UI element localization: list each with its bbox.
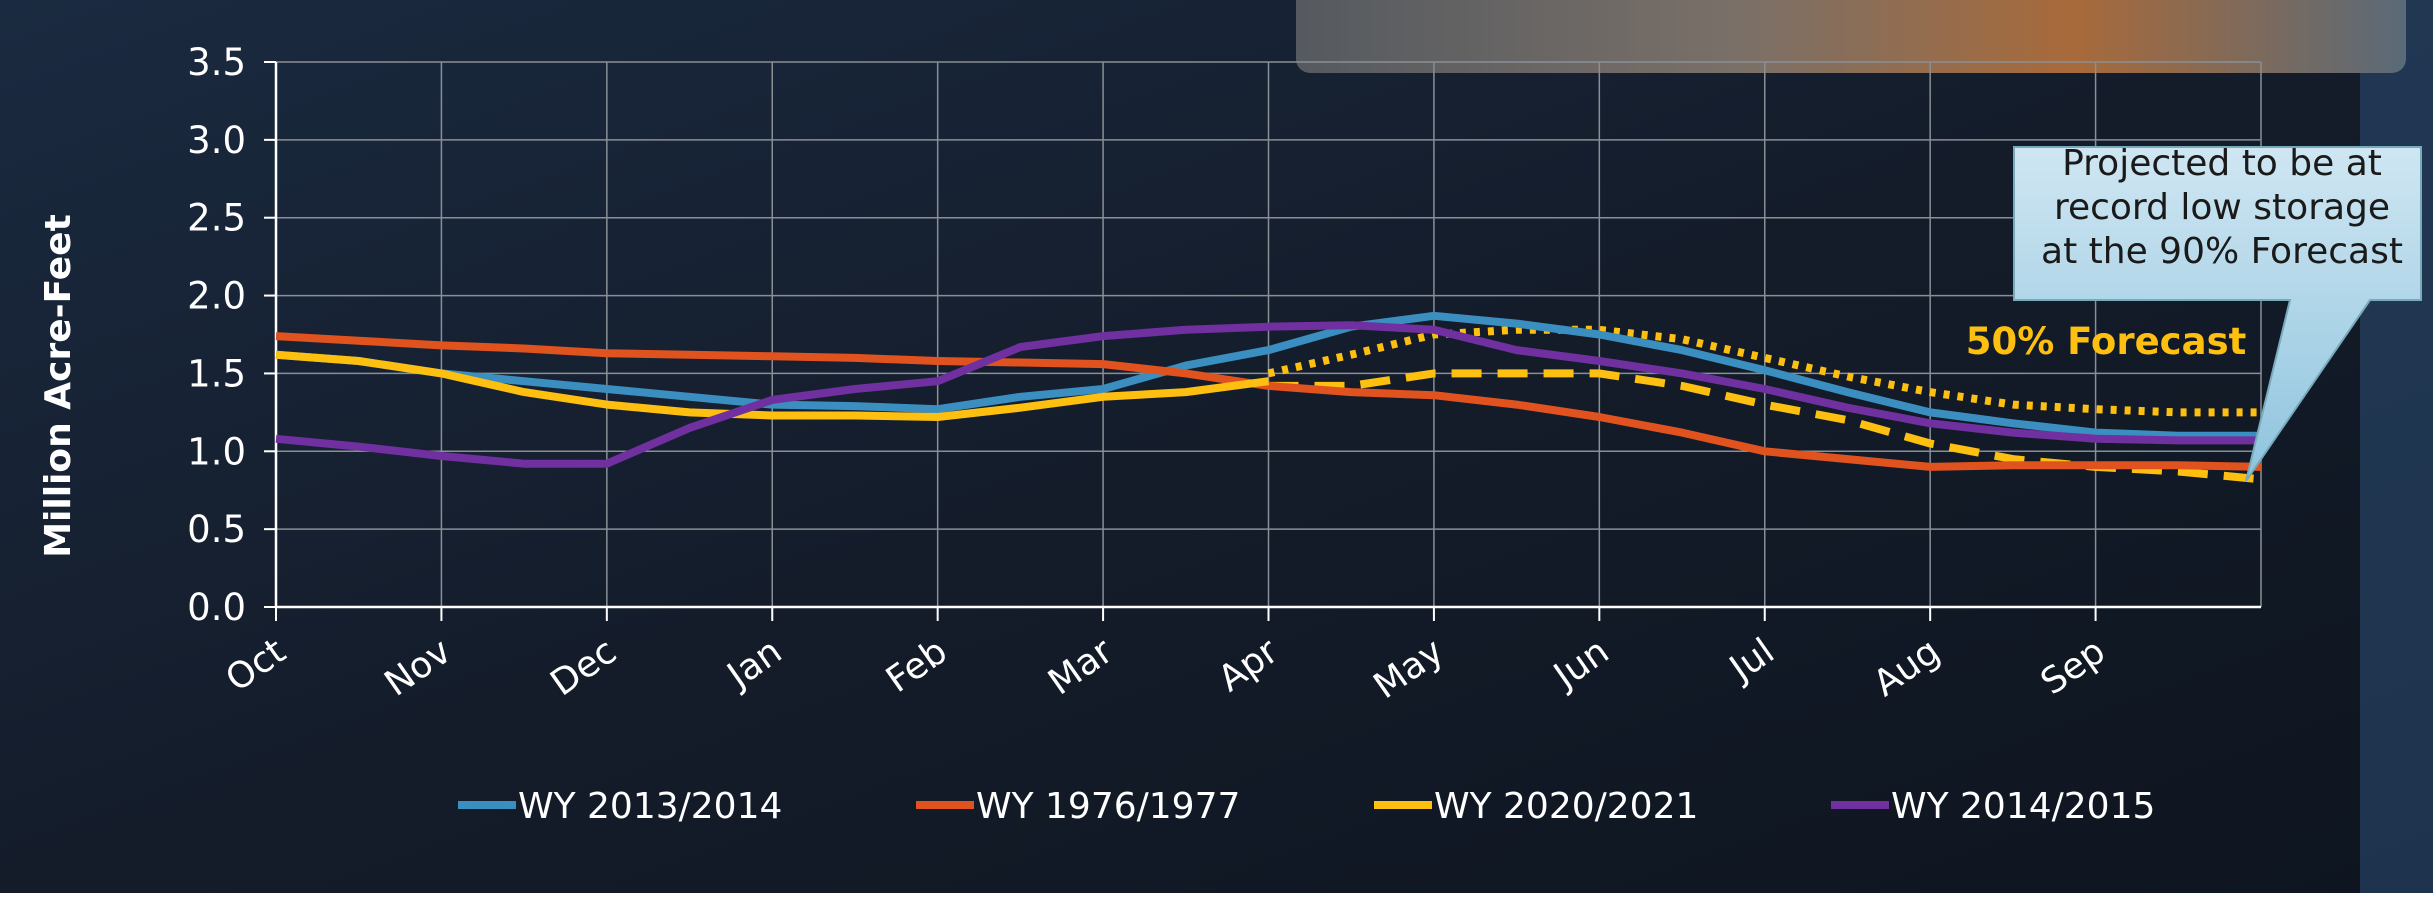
- y-tick-label: 3.0: [187, 119, 246, 162]
- legend-label: WY 2020/2021: [1434, 786, 1698, 827]
- y-axis-title: Million Acre-Feet: [38, 214, 79, 558]
- forecast-label: 50% Forecast: [1966, 320, 2247, 363]
- legend-label: WY 2014/2015: [1891, 786, 2155, 827]
- legend-label: WY 2013/2014: [518, 786, 782, 827]
- y-tick-label: 2.0: [187, 275, 246, 318]
- y-tick-label: 3.5: [187, 41, 246, 84]
- legend-label: WY 1976/1977: [976, 786, 1240, 827]
- y-tick-label: 1.5: [187, 352, 246, 395]
- y-tick-label: 0.5: [187, 508, 246, 551]
- side-band: [2360, 0, 2433, 893]
- y-tick-label: 0.0: [187, 586, 246, 629]
- y-tick-label: 2.5: [187, 197, 246, 240]
- chart: Million Acre-Feet 0.0 0.5 1.0 1.5 2.0 2.5 3.0 3…: [0, 0, 2433, 893]
- y-tick-label: 1.0: [187, 430, 246, 473]
- page: Million Acre-Feet 0.0 0.5 1.0 1.5 2.0 2.5 3.0 3…: [0, 0, 2433, 893]
